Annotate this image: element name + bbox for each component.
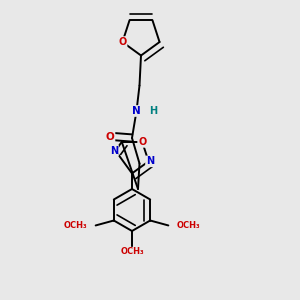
Text: O: O — [138, 137, 146, 147]
Text: OCH₃: OCH₃ — [177, 221, 200, 230]
Text: H: H — [149, 106, 157, 116]
Text: OCH₃: OCH₃ — [120, 248, 144, 256]
Text: O: O — [106, 131, 115, 142]
Text: N: N — [146, 156, 154, 167]
Text: OCH₃: OCH₃ — [64, 221, 87, 230]
Text: O: O — [118, 37, 127, 47]
Text: N: N — [110, 146, 118, 156]
Text: N: N — [132, 106, 141, 116]
